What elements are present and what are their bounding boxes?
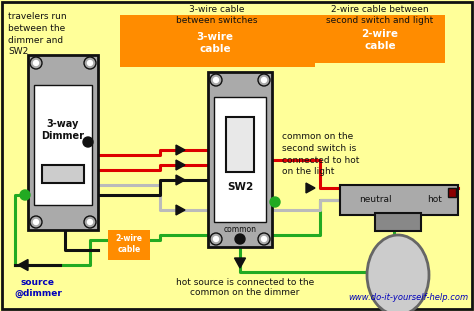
Circle shape [34, 220, 38, 225]
Text: SW2: SW2 [227, 182, 253, 192]
Bar [28, 55, 98, 230]
Text: travelers run
between the
dimmer and
SW2: travelers run between the dimmer and SW2 [8, 12, 67, 56]
Text: 2-wire
cable: 2-wire cable [362, 29, 399, 51]
Circle shape [235, 234, 245, 244]
Bar [34, 85, 92, 205]
Circle shape [20, 190, 30, 200]
Text: 2-wire
cable: 2-wire cable [116, 234, 143, 254]
Polygon shape [18, 259, 28, 271]
Circle shape [210, 233, 222, 245]
Circle shape [83, 137, 93, 147]
Circle shape [30, 57, 42, 69]
Text: 3-way
Dimmer: 3-way Dimmer [42, 119, 84, 141]
Polygon shape [176, 175, 185, 185]
Circle shape [84, 57, 96, 69]
Circle shape [210, 74, 222, 86]
Text: 3-wire cable
between switches: 3-wire cable between switches [176, 5, 258, 25]
Bar [340, 185, 458, 215]
Circle shape [213, 236, 219, 242]
Text: 2-wire cable between
second switch and light: 2-wire cable between second switch and l… [327, 5, 434, 25]
Text: www.do-it-yourself-help.com: www.do-it-yourself-help.com [348, 293, 468, 302]
Text: source
@dimmer: source @dimmer [14, 278, 62, 298]
Ellipse shape [367, 235, 429, 311]
Circle shape [258, 233, 270, 245]
Polygon shape [176, 205, 185, 215]
Bar [375, 213, 421, 231]
Circle shape [88, 220, 92, 225]
Circle shape [34, 61, 38, 66]
Text: neutral: neutral [359, 196, 392, 205]
Circle shape [213, 77, 219, 82]
Bar [120, 15, 315, 67]
Bar [448, 188, 456, 197]
Polygon shape [176, 145, 185, 155]
Circle shape [88, 61, 92, 66]
Bar [315, 15, 445, 63]
Bar [214, 97, 266, 222]
Circle shape [84, 216, 96, 228]
Text: 3-wire
cable: 3-wire cable [197, 32, 234, 54]
Circle shape [270, 197, 280, 207]
Text: common: common [224, 225, 256, 234]
Bar [208, 72, 272, 247]
Text: hot source is connected to the
common on the dimmer: hot source is connected to the common on… [176, 278, 314, 297]
Bar [42, 165, 84, 183]
Polygon shape [306, 183, 315, 193]
Bar [226, 117, 254, 172]
Text: common on the
second switch is
connected to hot
on the light: common on the second switch is connected… [282, 132, 359, 176]
Polygon shape [235, 258, 246, 268]
Circle shape [30, 216, 42, 228]
Text: hot: hot [428, 196, 442, 205]
Circle shape [262, 77, 266, 82]
Polygon shape [176, 160, 185, 170]
Bar [108, 230, 150, 260]
Circle shape [258, 74, 270, 86]
Circle shape [262, 236, 266, 242]
